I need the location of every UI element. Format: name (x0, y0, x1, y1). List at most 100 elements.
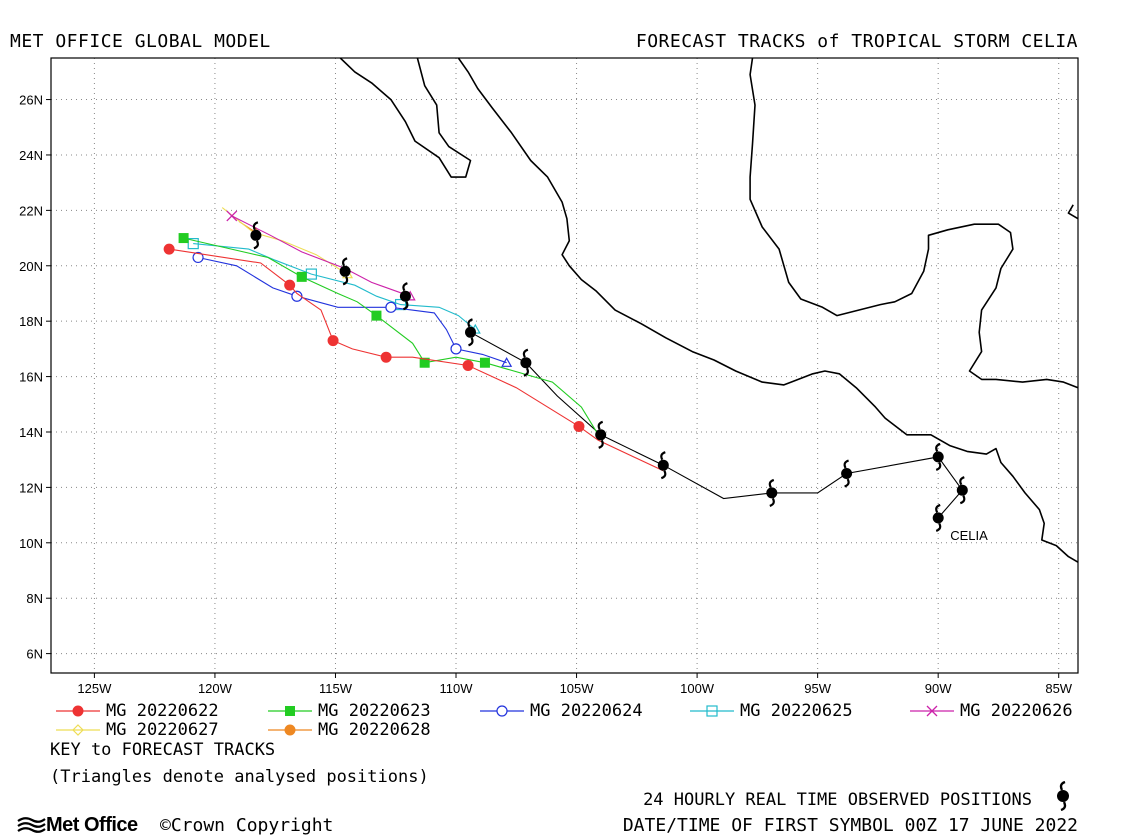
forecast-position-marker (187, 238, 199, 250)
lon-tick-label: 95W (804, 681, 831, 696)
observed-positions (250, 221, 968, 532)
lon-tick-label: 110W (440, 681, 474, 696)
met-office-wave-icon (17, 817, 46, 833)
coastline (457, 58, 1078, 563)
forecast-position-marker (371, 310, 382, 321)
legend-marker (72, 724, 84, 736)
hurricane-symbol-icon (399, 282, 411, 311)
lat-tick-label: 24N (19, 148, 43, 163)
coastline (749, 58, 1078, 389)
legend-label: MG 20220622 (106, 701, 219, 721)
lat-tick-label: 8N (26, 591, 43, 606)
hurricane-symbol-icon (657, 451, 669, 480)
hurricane-symbol-icon (339, 257, 351, 286)
forecast-track-line (193, 243, 476, 330)
forecast-position-marker (291, 290, 303, 302)
coastline (339, 58, 472, 178)
observed-track (470, 331, 964, 519)
map-frame (50, 57, 1079, 674)
lat-tick-label: 16N (19, 370, 43, 385)
legend-label: MG 20220626 (960, 701, 1073, 721)
hurricane-symbol-icon (595, 420, 607, 449)
forecast-position-marker (327, 335, 339, 347)
forecast-position-marker (462, 360, 474, 371)
hurricane-symbol-icon (841, 459, 853, 488)
forecast-position-marker (380, 351, 392, 363)
hurricane-symbol-icon (250, 221, 262, 250)
model-title: MET OFFICE GLOBAL MODEL (10, 31, 271, 52)
legend-marker (72, 705, 84, 717)
forecast-position-marker (192, 251, 204, 264)
lon-tick-label: 85W (1045, 681, 1072, 696)
lat-tick-label: 10N (19, 536, 43, 551)
forecast-position-marker (178, 233, 189, 244)
legend-item: MG 20220626 (910, 701, 1073, 721)
forecast-tracks (163, 207, 664, 472)
lat-tick-label: 6N (26, 647, 43, 662)
forecast-position-marker (385, 301, 397, 313)
hurricane-symbol-icon (465, 318, 476, 347)
legend-swatch (268, 724, 312, 736)
forecast-position-marker (284, 279, 296, 291)
legend-item: MG 20220627 (56, 720, 219, 740)
hurricane-symbol-icon (932, 442, 944, 471)
lon-tick-label: 90W (925, 681, 952, 696)
lat-tick-label: 12N (19, 480, 43, 495)
hurricane-symbol-icon (932, 503, 944, 532)
forecast-track (187, 238, 481, 334)
hurricane-symbol-icon (766, 478, 778, 507)
forecast-position-marker (419, 357, 430, 368)
met-office-logo: Met Office (16, 814, 138, 837)
legend-swatch (56, 705, 100, 717)
legend-swatch (268, 706, 312, 716)
forecast-track (178, 233, 599, 436)
lon-tick-label: 105W (560, 681, 595, 696)
forecast-track-line (183, 237, 599, 436)
forecast-position-marker (163, 243, 175, 255)
coastline (1067, 204, 1078, 220)
lat-tick-label: 20N (19, 259, 43, 274)
triangle-note: (Triangles denote analysed positions) (50, 767, 429, 787)
legend-marker (496, 705, 508, 717)
forecast-position-marker (226, 210, 238, 222)
forecast-track (221, 207, 354, 279)
hurricane-symbol-icon (520, 348, 532, 377)
lat-tick-label: 26N (19, 93, 43, 108)
lat-tick-label: 18N (19, 314, 43, 329)
forecast-position-marker (450, 343, 462, 355)
lon-tick-label: 115W (319, 681, 353, 696)
forecast-track-line (169, 248, 664, 472)
forecast-track (163, 243, 664, 472)
copyright-text: ©Crown Copyright (160, 815, 334, 836)
hurricane-symbol-icon (956, 476, 968, 505)
forecast-position-marker (296, 271, 307, 282)
legend-label: MG 20220627 (106, 720, 219, 740)
axis-ticks: 125W 120W 115W 110W 105W 100W 95W 90W 85W 6N 8N 10N… (19, 93, 1073, 696)
legend-marker (926, 705, 938, 717)
logo-text: Met Office (46, 814, 138, 836)
coastlines (339, 58, 1078, 563)
legend-label: MG 20220624 (530, 701, 643, 721)
first-symbol-date-note: DATE/TIME OF FIRST SYMBOL 00Z 17 JUNE 20… (622, 815, 1078, 836)
storm-label: CELIA (950, 528, 988, 543)
legend-marker (284, 724, 296, 736)
lat-tick-label: 14N (19, 425, 43, 440)
plot-title: FORECAST TRACKS of TROPICAL STORM CELIA (635, 31, 1078, 52)
legend-swatch (910, 705, 954, 717)
grid-lines (51, 58, 1078, 673)
legend-label: MG 20220628 (318, 720, 431, 740)
legend-item: MG 20220622 (56, 701, 219, 721)
analysed-position-triangle (501, 356, 513, 367)
legend-swatch (480, 705, 524, 717)
legend-item: MG 20220625 (690, 701, 853, 721)
legend-swatch (690, 705, 734, 717)
forecast-position-marker (479, 357, 490, 368)
legend-marker (285, 706, 295, 716)
key-title: KEY to FORECAST TRACKS (50, 740, 276, 760)
lat-tick-label: 22N (19, 203, 43, 218)
lon-tick-label: 120W (198, 681, 233, 696)
legend-swatch (56, 724, 100, 736)
legend-item: MG 20220624 (480, 701, 643, 721)
legend-label: MG 20220623 (318, 701, 431, 721)
